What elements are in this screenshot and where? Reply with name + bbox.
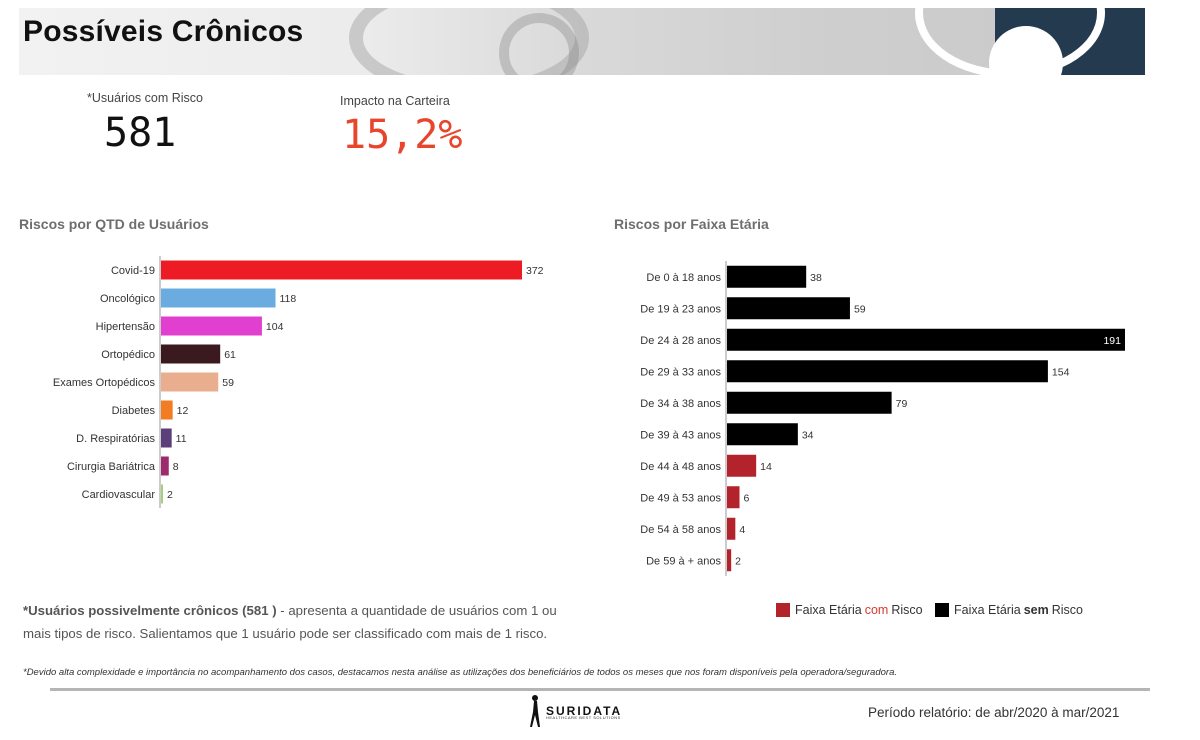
kpi-impact-label: Impacto na Carteira xyxy=(340,94,450,108)
bar xyxy=(161,260,522,280)
tick-label: De 44 à 48 anos xyxy=(640,461,721,473)
legend-highlight: com xyxy=(864,603,889,617)
stethoscope-graphic xyxy=(499,13,579,75)
brand-logo: SURIDATA HEALTHCARE BEST SOLUTIONS xyxy=(528,694,622,728)
data-label: 2 xyxy=(167,489,173,501)
data-label: 79 xyxy=(896,398,908,410)
tick-label: Oncológico xyxy=(100,293,155,305)
bar xyxy=(161,428,172,448)
data-label: 59 xyxy=(222,377,234,389)
tick-label: De 39 à 43 anos xyxy=(640,429,721,441)
bar xyxy=(727,454,757,477)
tick-label: Exames Ortopédicos xyxy=(53,377,156,389)
footer-divider xyxy=(50,688,1150,691)
data-label: 2 xyxy=(735,555,741,567)
tick-label: De 24 à 28 anos xyxy=(640,335,721,347)
data-label: 154 xyxy=(1052,366,1070,378)
data-label: 372 xyxy=(526,265,544,277)
legend-item-com-risco: Faixa Etária com Risco xyxy=(776,603,923,617)
bar xyxy=(161,288,276,308)
tick-label: De 49 à 53 anos xyxy=(640,492,721,504)
tick-label: De 19 à 23 anos xyxy=(640,303,721,315)
kpi-users-label: *Usuários com Risco xyxy=(87,91,204,105)
tick-label: De 29 à 33 anos xyxy=(640,366,721,378)
data-label: 104 xyxy=(266,321,284,333)
legend-text: Faixa Etária xyxy=(795,603,862,617)
page-title: Possíveis Crônicos xyxy=(23,15,304,48)
header-banner xyxy=(19,8,1145,75)
explanatory-note: *Usuários possivelmente crônicos (581 ) … xyxy=(23,599,583,645)
chart-title-age: Riscos por Faixa Etária xyxy=(614,216,769,232)
tick-label: De 34 à 38 anos xyxy=(640,398,721,410)
tick-label: De 54 à 58 anos xyxy=(640,524,721,536)
legend-text: Faixa Etária xyxy=(954,603,1021,617)
kpi-impact-value: 15,2% xyxy=(342,112,463,158)
tick-label: D. Respiratórias xyxy=(76,433,155,445)
note-bold: *Usuários possivelmente crônicos (581 ) xyxy=(23,603,277,618)
data-label: 38 xyxy=(810,272,822,284)
note-text: - apresenta a quantidade de usuários com… xyxy=(23,603,557,641)
data-label: 59 xyxy=(854,303,866,315)
bar xyxy=(161,400,173,420)
bar xyxy=(161,372,219,392)
bar xyxy=(161,484,163,504)
data-label: 6 xyxy=(744,492,750,504)
legend-text: Risco xyxy=(891,603,923,617)
tick-label: Diabetes xyxy=(112,405,156,417)
data-label: 8 xyxy=(173,461,179,473)
footnote: *Devido alta complexidade e importância … xyxy=(23,667,897,678)
tick-label: Covid-19 xyxy=(111,265,155,277)
bar xyxy=(727,391,892,414)
bar xyxy=(727,423,798,446)
bar xyxy=(727,297,850,320)
legend-text: Risco xyxy=(1051,603,1083,617)
bar xyxy=(727,517,736,540)
bar xyxy=(161,316,262,336)
tick-label: Cardiovascular xyxy=(82,489,156,501)
data-label: 12 xyxy=(177,405,189,417)
bar xyxy=(727,549,732,572)
brand-name: SURIDATA xyxy=(546,704,623,718)
tick-label: Ortopédico xyxy=(101,349,155,361)
data-label: 14 xyxy=(760,461,772,473)
brand-tagline: HEALTHCARE BEST SOLUTIONS xyxy=(546,715,621,720)
chart-title-risks: Riscos por QTD de Usuários xyxy=(19,216,209,232)
legend-highlight: sem xyxy=(1023,603,1049,617)
data-label: 191 xyxy=(1103,335,1121,347)
bar xyxy=(161,344,221,364)
tick-label: Cirurgia Bariátrica xyxy=(67,461,156,473)
data-label: 61 xyxy=(224,349,236,361)
bar xyxy=(727,328,1125,351)
golfer-icon xyxy=(530,695,540,727)
bar xyxy=(727,265,807,288)
tick-label: De 0 à 18 anos xyxy=(646,272,721,284)
chart-risks-by-age: De 0 à 18 anos 38 De 19 à 23 anos 59 De 24 à… xyxy=(640,261,1125,576)
bar xyxy=(161,456,169,476)
report-period: Período relatório: de abr/2020 à mar/202… xyxy=(868,705,1120,720)
data-label: 118 xyxy=(280,293,297,305)
kpi-users-value: 581 xyxy=(104,110,177,156)
data-label: 34 xyxy=(802,429,814,441)
tick-label: Hipertensão xyxy=(96,321,155,333)
legend-swatch-sem xyxy=(935,603,949,617)
bar xyxy=(727,486,740,509)
data-label: 4 xyxy=(739,524,745,536)
bar xyxy=(727,360,1048,383)
tick-label: De 59 à + anos xyxy=(646,555,721,567)
legend-swatch-com xyxy=(776,603,790,617)
legend-item-sem-risco: Faixa Etária sem Risco xyxy=(935,603,1083,617)
data-label: 11 xyxy=(176,433,187,445)
